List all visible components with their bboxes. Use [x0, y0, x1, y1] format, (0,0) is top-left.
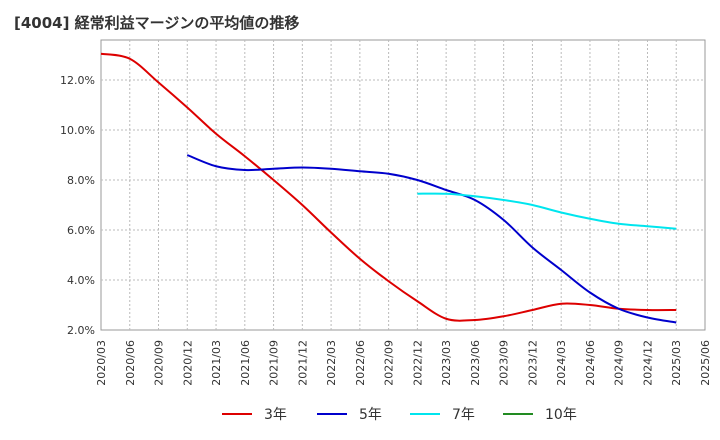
x-tick-label: 2021/03: [210, 340, 223, 386]
x-tick-label: 2021/12: [296, 340, 309, 386]
series-line-5年: [186, 154, 677, 324]
x-tick-label: 2022/06: [354, 340, 367, 386]
legend: 3年 5年 7年 10年: [222, 407, 577, 423]
x-tick-label: 2024/09: [613, 340, 626, 386]
x-tick-label: 2024/12: [641, 340, 654, 386]
plot-area: [100, 39, 706, 331]
x-tick-label: 2020/06: [124, 340, 137, 386]
x-tick-label: 2025/03: [670, 340, 683, 386]
x-tick-label: 2022/12: [411, 340, 424, 386]
y-tick-label: 8.0%: [67, 174, 95, 187]
legend-label: 7年: [452, 407, 475, 423]
x-tick-label: 2022/03: [325, 340, 338, 386]
x-tick-label: 2024/03: [555, 340, 568, 386]
x-tick-label: 2023/12: [526, 340, 539, 386]
x-tick-label: 2021/09: [268, 340, 281, 386]
legend-label: 3年: [264, 407, 287, 423]
chart-title: [4004] 経常利益マージンの平均値の推移: [14, 14, 300, 32]
y-axis: 2.0% 4.0% 6.0% 8.0% 10.0% 12.0%: [60, 74, 95, 337]
y-tick-label: 10.0%: [60, 124, 95, 137]
y-tick-label: 6.0%: [67, 224, 95, 237]
x-tick-label: 2025/06: [699, 340, 712, 386]
x-tick-label: 2021/06: [239, 340, 252, 386]
legend-label: 10年: [545, 407, 577, 423]
series-layer: [100, 52, 677, 324]
y-tick-label: 12.0%: [60, 74, 95, 87]
x-tick-label: 2023/06: [469, 340, 482, 386]
x-tick-label: 2023/03: [440, 340, 453, 386]
x-axis: 2020/03 2020/06 2020/09 2020/12 2021/03 2021/…: [95, 340, 712, 386]
x-tick-label: 2024/06: [584, 340, 597, 386]
grid-layer: [101, 40, 705, 330]
x-tick-label: 2020/09: [153, 340, 166, 386]
x-tick-label: 2022/09: [383, 340, 396, 386]
y-tick-label: 2.0%: [67, 324, 95, 337]
legend-label: 5年: [359, 407, 382, 423]
series-line-7年: [417, 192, 677, 230]
x-tick-label: 2020/03: [95, 340, 108, 386]
series-line-3年: [100, 52, 677, 322]
y-tick-label: 4.0%: [67, 274, 95, 287]
x-tick-label: 2020/12: [181, 340, 194, 386]
x-tick-label: 2023/09: [498, 340, 511, 386]
